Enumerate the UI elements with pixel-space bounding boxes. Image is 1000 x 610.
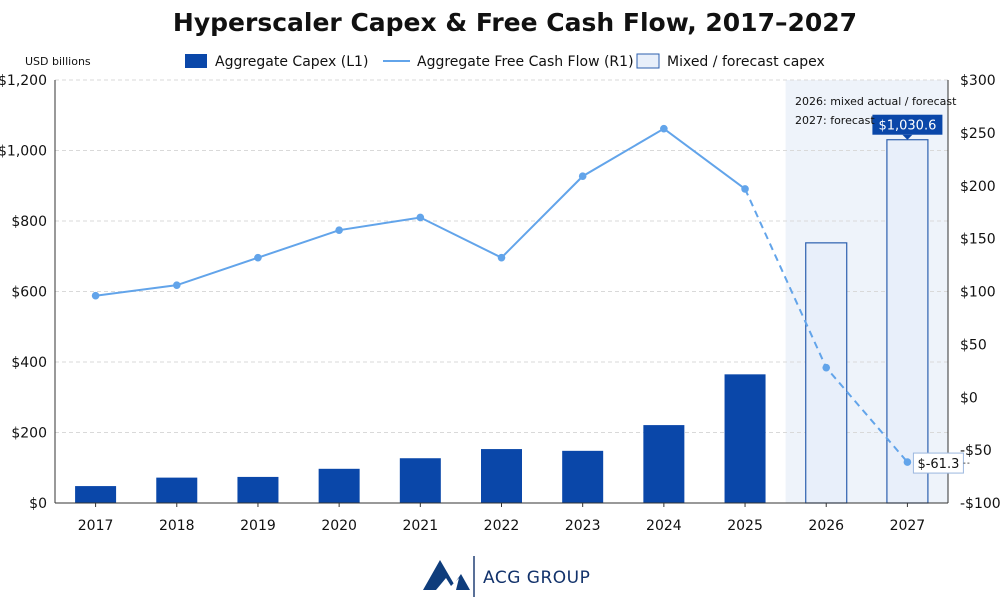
fcf-point xyxy=(416,213,425,222)
forecast-capex-bar xyxy=(805,242,848,504)
fcf-point xyxy=(254,253,262,262)
mountain-logo-icon xyxy=(423,560,470,590)
capex-bar xyxy=(156,477,198,503)
capex-bar xyxy=(75,486,117,503)
legend-capex-label: Aggregate Capex (L1) xyxy=(215,54,368,70)
right-tick-label: $50 xyxy=(960,337,987,353)
fcf-point xyxy=(578,172,587,181)
capex-bar xyxy=(318,468,360,503)
left-tick-label: $1,000 xyxy=(0,144,47,160)
x-tick-label: 2017 xyxy=(78,518,114,534)
x-tick-label: 2021 xyxy=(402,518,438,534)
left-tick-label: $200 xyxy=(11,426,47,442)
x-tick-label: 2027 xyxy=(890,518,926,534)
capex-bar xyxy=(237,476,279,503)
brand-name: ACG GROUP xyxy=(483,568,590,588)
legend-fcf-label: Aggregate Free Cash Flow (R1) xyxy=(417,54,634,70)
plot-area: $0$200$400$600$800$1,000$1,200-$100-$50$… xyxy=(0,73,1000,534)
x-tick-label: 2018 xyxy=(159,518,195,534)
right-tick-label: $250 xyxy=(960,126,996,142)
right-tick-label: -$100 xyxy=(960,496,1000,512)
legend: Aggregate Capex (L1) Aggregate Free Cash… xyxy=(185,53,825,70)
left-tick-label: $1,200 xyxy=(0,73,47,89)
fcf-point xyxy=(660,124,668,133)
forecast-note-2026: 2026: mixed actual / forecast xyxy=(795,95,957,108)
fcf-point xyxy=(172,281,181,289)
capex-bar xyxy=(562,450,604,503)
left-axis-unit: USD billions xyxy=(25,55,91,68)
left-tick-label: $600 xyxy=(11,285,47,301)
right-tick-label: $150 xyxy=(960,232,996,248)
right-tick-label: $100 xyxy=(960,285,996,301)
x-tick-label: 2022 xyxy=(484,518,520,534)
chart-title: Hyperscaler Capex & Free Cash Flow, 2017… xyxy=(173,8,857,37)
fcf-line xyxy=(95,127,746,297)
fcf-point xyxy=(903,458,912,466)
legend-forecast-label: Mixed / forecast capex xyxy=(667,54,825,70)
forecast-note-2027: 2027: forecast xyxy=(795,114,875,127)
capex-callout-pointer xyxy=(902,134,913,140)
right-tick-label: $0 xyxy=(960,390,978,406)
legend-capex-swatch xyxy=(185,54,207,68)
x-tick-label: 2024 xyxy=(646,518,682,534)
fcf-point xyxy=(822,363,831,372)
left-tick-label: $0 xyxy=(29,496,47,512)
left-tick-label: $400 xyxy=(11,355,47,371)
brand: ACG GROUP xyxy=(423,556,590,597)
x-tick-label: 2025 xyxy=(727,518,763,534)
capex-bar xyxy=(481,449,522,503)
x-tick-label: 2019 xyxy=(240,518,276,534)
capex-bar xyxy=(643,425,685,503)
right-tick-label: -$50 xyxy=(960,443,992,459)
fcf-point xyxy=(741,185,749,193)
x-tick-label: 2026 xyxy=(808,518,844,534)
right-tick-label: $300 xyxy=(960,73,996,89)
forecast-notes: 2026: mixed actual / forecast 2027: fore… xyxy=(795,95,957,127)
capex-callout-label: $1,030.6 xyxy=(878,119,936,134)
x-tick-label: 2023 xyxy=(565,518,601,534)
x-tick-label: 2020 xyxy=(321,518,357,534)
forecast-capex-bar xyxy=(886,139,929,504)
fcf-point xyxy=(497,253,506,262)
capex-callout-box xyxy=(872,114,943,135)
capex-bar xyxy=(724,374,766,503)
right-tick-label: $200 xyxy=(960,179,996,195)
fcf-point xyxy=(91,291,100,300)
logo-highlight-icon xyxy=(436,578,459,590)
left-tick-label: $800 xyxy=(11,214,47,230)
legend-forecast-swatch xyxy=(636,53,660,69)
capex-bar xyxy=(399,458,441,503)
fcf-callout-label: $-61.3 xyxy=(917,457,959,472)
fcf-point xyxy=(335,226,343,234)
